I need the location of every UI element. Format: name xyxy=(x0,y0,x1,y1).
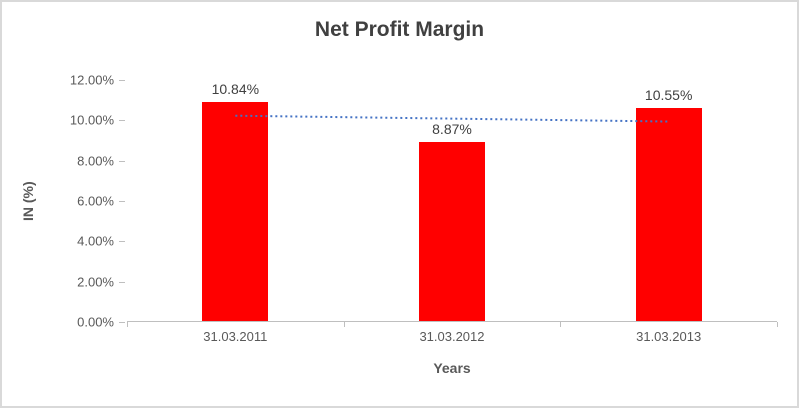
bar-31.03.2011 xyxy=(202,102,269,321)
x-axis-title: Years xyxy=(433,360,471,376)
chart-title: Net Profit Margin xyxy=(314,18,485,41)
y-tick-mark xyxy=(119,160,125,162)
y-tick-label: 12.00% xyxy=(69,72,114,88)
bar-data-label: 10.84% xyxy=(211,81,260,98)
x-category-label: 31.03.2013 xyxy=(636,329,702,344)
y-tick-mark xyxy=(119,201,125,202)
y-tick-label: 8.00% xyxy=(77,153,114,169)
y-tick-label: 0.00% xyxy=(77,314,114,330)
bar-31.03.2012 xyxy=(419,142,485,321)
x-tick-mark xyxy=(777,322,778,327)
y-tick-mark xyxy=(119,241,125,243)
bar-31.03.2013 xyxy=(635,108,702,321)
y-tick-label: 4.00% xyxy=(77,233,114,249)
y-axis-labels: 0.00% 2.00% 4.00% 6.00% 8.00% 10.00% 12.00% xyxy=(42,73,114,330)
y-tick-label: 6.00% xyxy=(77,193,114,209)
y-tick-label: 10.00% xyxy=(69,112,114,128)
y-tick-mark xyxy=(119,281,125,283)
y-tick-mark xyxy=(119,120,125,122)
x-axis-labels: 31.03.2011 31.03.2012 31.03.2013 xyxy=(127,329,777,347)
plot-area: 10.84% 8.87% 10.55% xyxy=(119,80,778,327)
y-tick-mark xyxy=(119,322,125,323)
x-tick-mark xyxy=(343,322,345,327)
x-axis-line xyxy=(127,321,777,322)
bar-data-label: 10.55% xyxy=(644,87,693,104)
x-category-label: 31.03.2012 xyxy=(419,329,485,344)
y-axis-title: IN (%) xyxy=(20,181,36,221)
x-tick-mark xyxy=(560,322,562,327)
y-tick-mark xyxy=(119,80,125,81)
x-category-label: 31.03.2011 xyxy=(203,329,268,344)
y-tick-label: 2.00% xyxy=(77,274,114,290)
x-tick-mark xyxy=(127,322,128,327)
bar-data-label: 8.87% xyxy=(432,121,472,138)
